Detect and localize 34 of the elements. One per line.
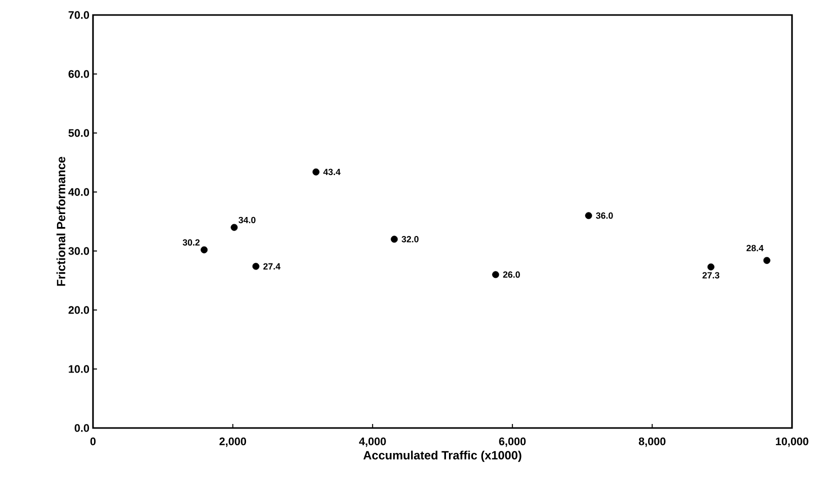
y-tick-label: 50.0 [68,129,90,137]
y-tick-label: 10.0 [68,365,90,373]
y-tick-label: 20.0 [68,306,90,314]
x-tick-label: 8,000 [638,438,666,447]
y-tick-label: 0.0 [74,424,90,432]
data-label: 27.3 [702,272,720,278]
data-label: 27.4 [263,263,280,270]
point [312,168,320,176]
data-label: 26.0 [503,271,520,278]
x-tick-label: 6,000 [499,438,526,447]
y-tick-label: 30.0 [68,247,90,255]
point [200,246,208,254]
point [585,212,592,220]
data-label: 30.2 [182,239,200,246]
x-tick-label: 2,000 [219,438,246,447]
point [390,236,398,243]
y-tick-label: 70.0 [68,11,90,19]
y-axis-title: Frictional Performance [56,156,66,286]
y-tick-label: 40.0 [68,188,90,196]
point [707,263,714,270]
x-axis-title: Accumulated Traffic (x1000) [363,450,522,462]
y-tick-label: 60.0 [68,70,90,78]
x-tick-label: 4,000 [359,438,386,447]
x-tick-label: 10,000 [776,438,808,447]
point [492,271,500,278]
data-label: 34.0 [238,216,256,224]
data-label: 43.4 [323,168,341,176]
x-tick-label: 0 [90,438,96,446]
point [252,262,260,270]
data-label: 32.0 [402,236,419,242]
data-label: 28.4 [746,244,764,252]
point [230,224,238,231]
data-label: 36.0 [596,212,613,219]
point [763,256,770,264]
